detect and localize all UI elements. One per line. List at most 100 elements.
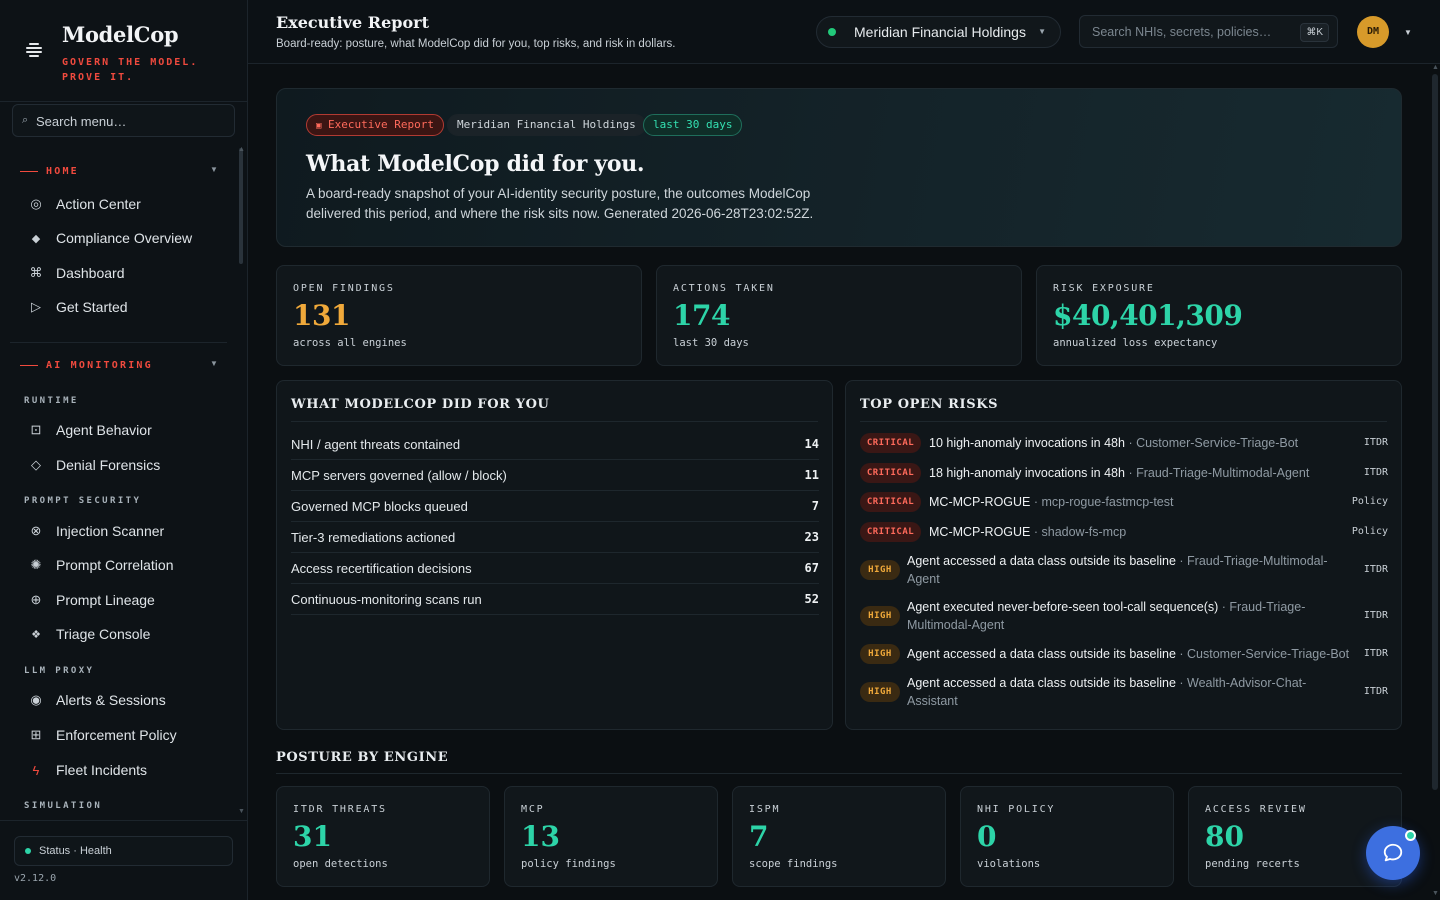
sidebar-item-action-center[interactable]: ◎ Action Center xyxy=(20,190,230,218)
risk-row[interactable]: HIGH Agent accessed a data class outside… xyxy=(860,673,1388,711)
keyboard-shortcut: ⌘K xyxy=(1300,23,1329,42)
posture-divider xyxy=(276,773,1402,774)
severity-badge: CRITICAL xyxy=(860,492,921,512)
risk-row[interactable]: CRITICAL MC-MCP-ROGUE · mcp-rogue-fastmc… xyxy=(860,492,1388,512)
metric-value: 14 xyxy=(804,437,819,451)
engine-card-mcp[interactable]: MCP 13 policy findings xyxy=(504,786,718,887)
sidebar: ModelCop GOVERN THE MODEL. PROVE IT. ⌕ S… xyxy=(0,0,248,900)
risk-row[interactable]: CRITICAL 10 high-anomaly invocations in … xyxy=(860,433,1388,453)
risk-row[interactable]: HIGH Agent executed never-before-seen to… xyxy=(860,597,1388,635)
risk-target: · Fraud-Triage-Multimodal-Agent xyxy=(907,600,1306,632)
severity-badge: CRITICAL xyxy=(860,433,921,453)
sidebar-item-enforcement-policy[interactable]: ⊞ Enforcement Policy xyxy=(20,721,230,749)
risk-title: MC-MCP-ROGUE xyxy=(929,495,1031,509)
main-scrollbar[interactable] xyxy=(1432,74,1438,790)
posture-section-title: POSTURE BY ENGINE xyxy=(276,750,449,765)
risk-text: 18 high-anomaly invocations in 48h · Fra… xyxy=(929,464,1339,482)
brand-tagline: GOVERN THE MODEL. PROVE IT. xyxy=(62,57,199,83)
engine-card-access-review[interactable]: ACCESS REVIEW 80 pending recerts xyxy=(1188,786,1402,887)
engine-card-nhi-policy[interactable]: NHI POLICY 0 violations xyxy=(960,786,1174,887)
section-home[interactable]: HOME ▼ xyxy=(20,164,218,178)
panel-title: TOP OPEN RISKS xyxy=(860,397,999,412)
risk-title: Agent executed never-before-seen tool-ca… xyxy=(907,600,1219,614)
sidebar-item-label: Action Center xyxy=(56,196,141,212)
kpi-open-findings[interactable]: OPEN FINDINGS 131 across all engines xyxy=(276,265,642,366)
scroll-down-icon[interactable]: ▼ xyxy=(1432,890,1439,897)
sidebar-item-injection-scanner[interactable]: ⊗ Injection Scanner xyxy=(20,517,230,545)
engine-value: 0 xyxy=(977,820,997,853)
risk-target: · shadow-fs-mcp xyxy=(1030,525,1127,539)
sidebar-item-triage-console[interactable]: ❖ Triage Console xyxy=(20,620,230,648)
brand-name[interactable]: ModelCop xyxy=(62,22,179,47)
sidebar-item-get-started[interactable]: ▷ Get Started xyxy=(20,293,230,321)
sidebar-item-prompt-correlation[interactable]: ✺ Prompt Correlation xyxy=(20,551,230,579)
risk-source: ITDR xyxy=(1363,564,1388,575)
metric-value: 7 xyxy=(811,499,819,513)
metric-value: 23 xyxy=(804,530,819,544)
engine-subtext: pending recerts xyxy=(1205,858,1300,870)
severity-badge: HIGH xyxy=(860,682,900,702)
chip-period: last 30 days xyxy=(643,114,743,136)
sidebar-search-input[interactable]: ⌕ Search menu… xyxy=(12,104,235,137)
engine-label: ISPM xyxy=(749,804,781,815)
scroll-down-icon[interactable]: ▼ xyxy=(238,808,245,815)
engine-value: 31 xyxy=(293,820,332,853)
metric-value: 11 xyxy=(804,468,819,482)
org-selector[interactable]: Meridian Financial Holdings ▼ xyxy=(816,16,1061,48)
kpi-actions-taken[interactable]: ACTIONS TAKEN 174 last 30 days xyxy=(656,265,1022,366)
chat-button[interactable] xyxy=(1366,826,1420,880)
risk-source: ITDR xyxy=(1363,648,1388,659)
kpi-subtext: annualized loss expectancy xyxy=(1053,337,1218,349)
sidebar-item-prompt-lineage[interactable]: ⊕ Prompt Lineage xyxy=(20,586,230,614)
risk-title: Agent accessed a data class outside its … xyxy=(907,647,1176,661)
search-placeholder: Search NHIs, secrets, policies… xyxy=(1092,25,1272,39)
play-icon: ▷ xyxy=(31,299,41,314)
kpi-subtext: across all engines xyxy=(293,337,407,349)
scroll-up-icon[interactable]: ▲ xyxy=(238,146,245,153)
scroll-up-icon[interactable]: ▲ xyxy=(1432,64,1439,71)
risk-target: · Fraud-Triage-Multimodal-Agent xyxy=(907,554,1328,586)
modelcop-logo-icon[interactable] xyxy=(24,40,44,60)
risk-row[interactable]: HIGH Agent accessed a data class outside… xyxy=(860,551,1388,589)
app-version: v2.12.0 xyxy=(14,873,57,884)
sidebar-item-alerts-sessions[interactable]: ◉ Alerts & Sessions xyxy=(20,686,230,714)
risk-title: Agent accessed a data class outside its … xyxy=(907,554,1176,568)
engine-label: NHI POLICY xyxy=(977,804,1056,815)
risk-source: Policy xyxy=(1351,526,1388,537)
risk-row[interactable]: CRITICAL 18 high-anomaly invocations in … xyxy=(860,463,1388,483)
sidebar-item-agent-behavior[interactable]: ⊡ Agent Behavior xyxy=(20,416,230,444)
global-search-input[interactable]: Search NHIs, secrets, policies… ⌘K xyxy=(1079,15,1338,48)
sidebar-item-fleet-incidents[interactable]: ϟ Fleet Incidents xyxy=(20,756,230,784)
severity-badge: HIGH xyxy=(860,644,900,664)
sidebar-footer-divider xyxy=(0,820,247,821)
risk-target: · mcp-rogue-fastmcp-test xyxy=(1030,495,1174,509)
page-title: Executive Report xyxy=(276,13,429,32)
chevron-down-icon[interactable]: ▼ xyxy=(1404,28,1412,37)
risk-row[interactable]: CRITICAL MC-MCP-ROGUE · shadow-fs-mcp Po… xyxy=(860,522,1388,542)
sidebar-item-label: Get Started xyxy=(56,299,128,315)
brand: ModelCop GOVERN THE MODEL. PROVE IT. xyxy=(0,0,247,102)
engine-card-itdr[interactable]: ITDR THREATS 31 open detections xyxy=(276,786,490,887)
kpi-label: RISK EXPOSURE xyxy=(1053,283,1155,294)
risk-source: ITDR xyxy=(1363,686,1388,697)
sidebar-item-dashboard[interactable]: ⌘ Dashboard xyxy=(20,259,230,287)
list-item: MCP servers governed (allow / block) 11 xyxy=(291,460,819,491)
engine-card-ispm[interactable]: ISPM 7 scope findings xyxy=(732,786,946,887)
sidebar-item-denial-forensics[interactable]: ◇ Denial Forensics xyxy=(20,451,230,479)
metric-label: Tier-3 remediations actioned xyxy=(291,530,456,545)
engine-subtext: scope findings xyxy=(749,858,838,870)
kpi-risk-exposure[interactable]: RISK EXPOSURE $40,401,309 annualized los… xyxy=(1036,265,1402,366)
sidebar-item-compliance-overview[interactable]: ◆ Compliance Overview xyxy=(20,224,230,252)
avatar[interactable]: DM xyxy=(1357,16,1389,48)
engine-label: ACCESS REVIEW xyxy=(1205,804,1307,815)
risk-source: ITDR xyxy=(1363,467,1388,478)
sidebar-item-label: Injection Scanner xyxy=(56,523,165,539)
subsection-runtime: RUNTIME xyxy=(24,396,79,406)
kpi-label: OPEN FINDINGS xyxy=(293,283,395,294)
report-icon: ▣ xyxy=(316,121,322,131)
command-icon: ⌘ xyxy=(29,265,43,280)
risk-row[interactable]: HIGH Agent accessed a data class outside… xyxy=(860,644,1388,664)
status-health-link[interactable]: Status · Health xyxy=(14,836,233,866)
section-ai-monitoring[interactable]: AI MONITORING ▼ xyxy=(20,358,218,372)
sidebar-scrollbar[interactable] xyxy=(239,148,243,264)
